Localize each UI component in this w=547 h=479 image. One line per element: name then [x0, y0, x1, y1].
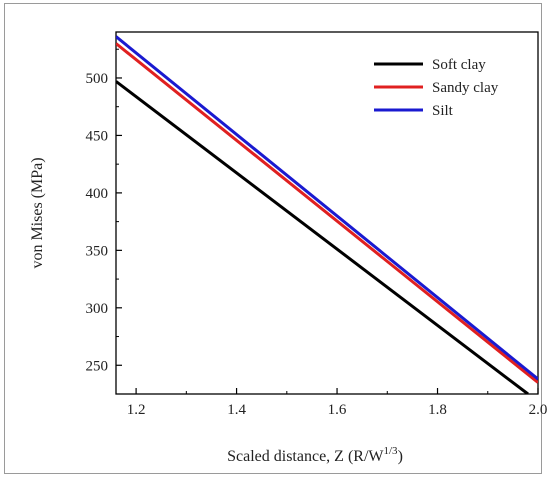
- y-tick-label: 300: [86, 301, 109, 317]
- y-tick-label: 450: [86, 128, 109, 144]
- x-tick-label: 1.4: [227, 402, 246, 418]
- x-tick-label: 2.0: [529, 402, 547, 418]
- series-line-sandy-clay: [116, 42, 538, 384]
- y-tick-label: 250: [86, 358, 109, 374]
- y-axis-title: von Mises (MPa): [29, 157, 46, 268]
- plot-area-border: [115, 31, 539, 395]
- x-tick-label: 1.6: [328, 402, 347, 418]
- y-tick-label: 500: [86, 71, 109, 87]
- x-tick-label: 1.8: [428, 402, 447, 418]
- x-axis-title: Scaled distance, Z (R/W1/3): [227, 445, 403, 465]
- chart-frame: [4, 3, 542, 474]
- legend-label: Soft clay: [432, 57, 486, 73]
- series-line-soft-clay: [116, 80, 529, 394]
- y-tick-label: 350: [86, 243, 109, 259]
- legend-label: Silt: [432, 103, 454, 119]
- series-line-silt: [116, 35, 538, 381]
- y-tick-label: 400: [86, 186, 109, 202]
- legend-label: Sandy clay: [432, 80, 499, 96]
- x-tick-label: 1.2: [127, 402, 146, 418]
- legend: Soft clay Sandy clay Silt: [374, 57, 499, 119]
